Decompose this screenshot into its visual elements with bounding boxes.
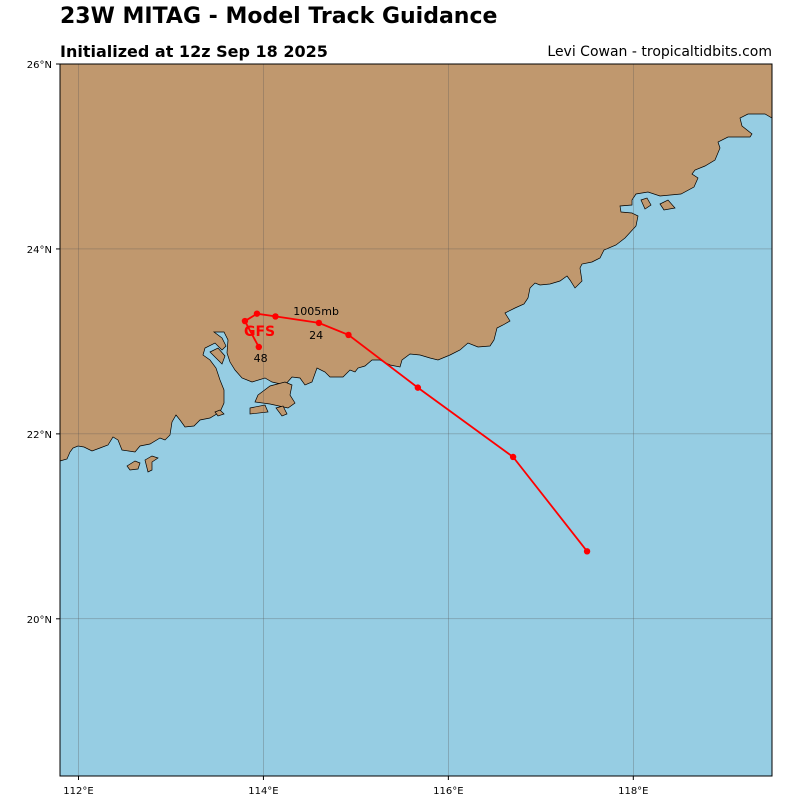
island-small-a bbox=[214, 409, 225, 417]
track-point bbox=[345, 331, 352, 339]
axis-ticks: 112°E 114°E 116°E 118°E 20°N 22°N 24°N 26°N bbox=[27, 60, 649, 797]
lon-tick-label: 114°E bbox=[248, 786, 278, 797]
track-annotation: 48 bbox=[254, 352, 268, 365]
island-xiachuan bbox=[144, 455, 159, 473]
lantau-island bbox=[254, 381, 296, 409]
island-west-1 bbox=[209, 347, 226, 365]
track-point bbox=[272, 313, 279, 320]
track-annotation: 24 bbox=[309, 329, 323, 342]
track-point bbox=[241, 317, 249, 325]
landmass bbox=[59, 63, 773, 473]
track-annotation: 1005mb bbox=[293, 305, 339, 318]
track-annotations: 1005mb 24 48 bbox=[254, 305, 339, 365]
island-south-2 bbox=[275, 405, 288, 417]
lon-tick-label: 118°E bbox=[618, 786, 648, 797]
track-point bbox=[315, 319, 323, 327]
island-small-b bbox=[640, 197, 652, 210]
lat-tick-label: 26°N bbox=[27, 60, 52, 71]
map-frame bbox=[59, 63, 773, 777]
lat-tick-label: 20°N bbox=[27, 615, 52, 626]
track-point bbox=[414, 384, 422, 391]
china-mainland bbox=[59, 63, 773, 462]
track-point bbox=[255, 343, 263, 351]
lon-tick-label: 112°E bbox=[63, 786, 93, 797]
track-point bbox=[583, 548, 591, 555]
track-point bbox=[253, 310, 261, 317]
model-tracks bbox=[241, 310, 591, 555]
model-label-gfs: GFS bbox=[244, 324, 275, 340]
lon-tick-label: 116°E bbox=[433, 786, 463, 797]
init-time-subtitle: Initialized at 12z Sep 18 2025 bbox=[60, 42, 328, 61]
track-point bbox=[509, 453, 517, 461]
author-credit: Levi Cowan - tropicaltidbits.com bbox=[547, 44, 772, 60]
island-shangchuan bbox=[126, 460, 141, 471]
island-nanao bbox=[659, 199, 676, 211]
lat-tick-label: 22°N bbox=[27, 430, 52, 441]
lat-tick-label: 24°N bbox=[27, 245, 52, 256]
map-title: 23W MITAG - Model Track Guidance bbox=[60, 4, 498, 29]
